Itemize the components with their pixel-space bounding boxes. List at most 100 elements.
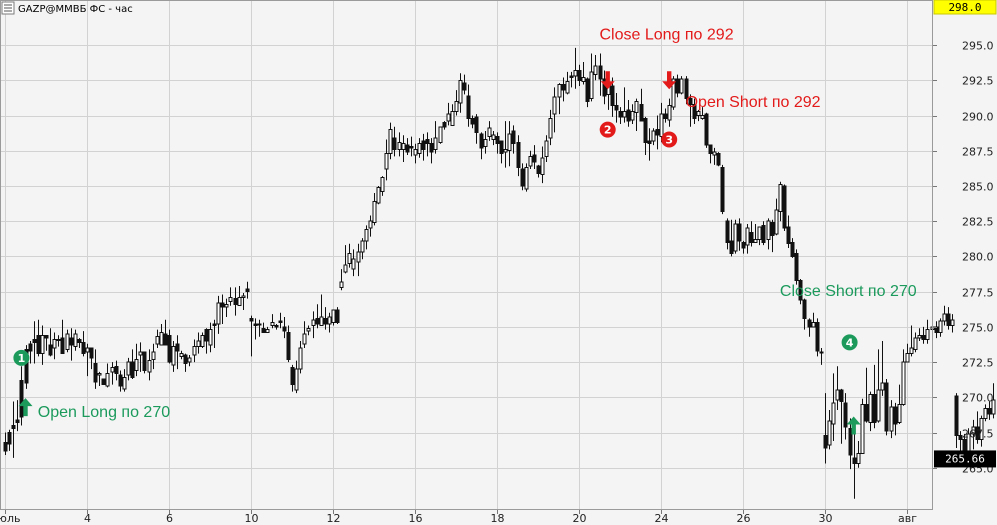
candle-body-down — [204, 329, 209, 342]
candle-body-up — [372, 200, 377, 224]
numbered-marker-badge — [661, 131, 678, 148]
candle-body-down — [290, 367, 295, 386]
y-tick-label: 270.0 — [962, 392, 994, 405]
candle-body-down — [274, 324, 279, 328]
candle-body-down — [495, 136, 500, 145]
candle-body-up — [446, 113, 451, 122]
candle-body-down — [614, 105, 619, 111]
candle-body-down — [114, 365, 119, 374]
candle-body-down — [647, 140, 652, 145]
candle-body-down — [392, 137, 397, 150]
y-tick-label: 282.5 — [962, 216, 994, 229]
candle-body-up — [909, 347, 914, 355]
candle-body-up — [347, 253, 352, 264]
candle-body-up — [507, 133, 512, 152]
numbered-marker-badge — [599, 121, 616, 138]
candle-body-down — [15, 419, 20, 424]
candle-body-down — [643, 117, 648, 143]
candle-body-up — [876, 389, 881, 422]
candle-body-down — [962, 439, 967, 453]
candle-body-down — [212, 323, 217, 326]
candle-body-up — [733, 223, 738, 252]
candle-body-up — [151, 351, 156, 360]
candle-body-up — [917, 334, 922, 339]
candle-body-up — [925, 329, 930, 341]
candle-body-down — [782, 185, 787, 229]
candle-body-up — [696, 110, 701, 117]
candle-body-up — [52, 339, 57, 349]
candle-body-up — [913, 337, 918, 350]
candle-body-up — [138, 351, 143, 356]
candle-body-up — [208, 329, 213, 346]
candle-body-up — [835, 389, 840, 401]
candle-body-down — [598, 65, 603, 80]
candle-body-up — [458, 79, 463, 104]
candle-body-up — [257, 323, 262, 326]
candle-body-up — [889, 406, 894, 432]
candle-body-up — [942, 313, 947, 322]
candle-body-up — [589, 71, 594, 100]
candle-body-up — [540, 157, 545, 176]
y-tick-label: 272.5 — [962, 357, 994, 370]
candle-body-up — [311, 319, 316, 326]
x-tick-label: 12 — [327, 512, 341, 525]
candle-body-up — [56, 339, 61, 342]
x-tick-label: 26 — [737, 512, 751, 525]
candle-body-down — [163, 333, 168, 346]
y-tick-label: 285.0 — [962, 181, 994, 194]
candle-body-up — [196, 340, 201, 348]
candle-body-down — [684, 78, 689, 100]
candle-body-up — [265, 329, 270, 333]
candle-body-down — [44, 334, 49, 339]
candle-body-up — [237, 296, 242, 307]
candle-body-down — [48, 344, 53, 356]
candle-body-up — [950, 319, 955, 326]
candle-body-down — [954, 395, 959, 436]
candle-body-down — [737, 223, 742, 242]
candle-body-up — [40, 334, 45, 355]
candle-body-up — [557, 84, 562, 98]
x-tick-label: 30 — [819, 512, 833, 525]
candle-body-down — [249, 317, 254, 322]
candle-body-up — [216, 302, 221, 325]
candle-body-up — [757, 226, 762, 241]
candle-body-up — [774, 209, 779, 235]
candle-body-down — [893, 406, 898, 425]
candle-body-up — [97, 372, 102, 376]
candles-layer — [3, 47, 996, 499]
candle-body-down — [282, 326, 287, 332]
candle-body-down — [405, 144, 410, 153]
candle-body-up — [671, 78, 676, 108]
candle-body-down — [118, 374, 123, 387]
candle-body-down — [729, 240, 734, 255]
candle-body-down — [142, 351, 147, 372]
candle-body-up — [983, 408, 988, 419]
candle-body-up — [364, 229, 369, 242]
candle-body-down — [24, 348, 29, 384]
candle-body-down — [921, 334, 926, 341]
candle-body-up — [487, 127, 492, 138]
candle-body-down — [561, 84, 566, 91]
candle-body-down — [958, 434, 963, 441]
price-tag-last-label: 265.66 — [945, 452, 985, 465]
candle-body-down — [839, 389, 844, 403]
candle-body-up — [85, 347, 90, 353]
candle-body-down — [261, 327, 266, 333]
candle-body-down — [610, 85, 615, 107]
candle-body-down — [639, 103, 644, 122]
candle-body-up — [270, 322, 275, 326]
candle-body-down — [749, 231, 754, 243]
candle-body-down — [421, 140, 426, 150]
candle-body-up — [384, 153, 389, 170]
y-tick-label: 280.0 — [962, 251, 994, 264]
candle-body-up — [126, 361, 131, 376]
candle-body-down — [425, 138, 430, 145]
x-tick-label: 6 — [166, 512, 173, 525]
candle-body-down — [741, 241, 746, 249]
candle-body-up — [905, 353, 910, 363]
candle-body-up — [351, 258, 356, 270]
price-tag-top-label: 298.0 — [948, 1, 981, 14]
price-tag-last — [934, 450, 996, 468]
candle-body-down — [520, 168, 525, 187]
